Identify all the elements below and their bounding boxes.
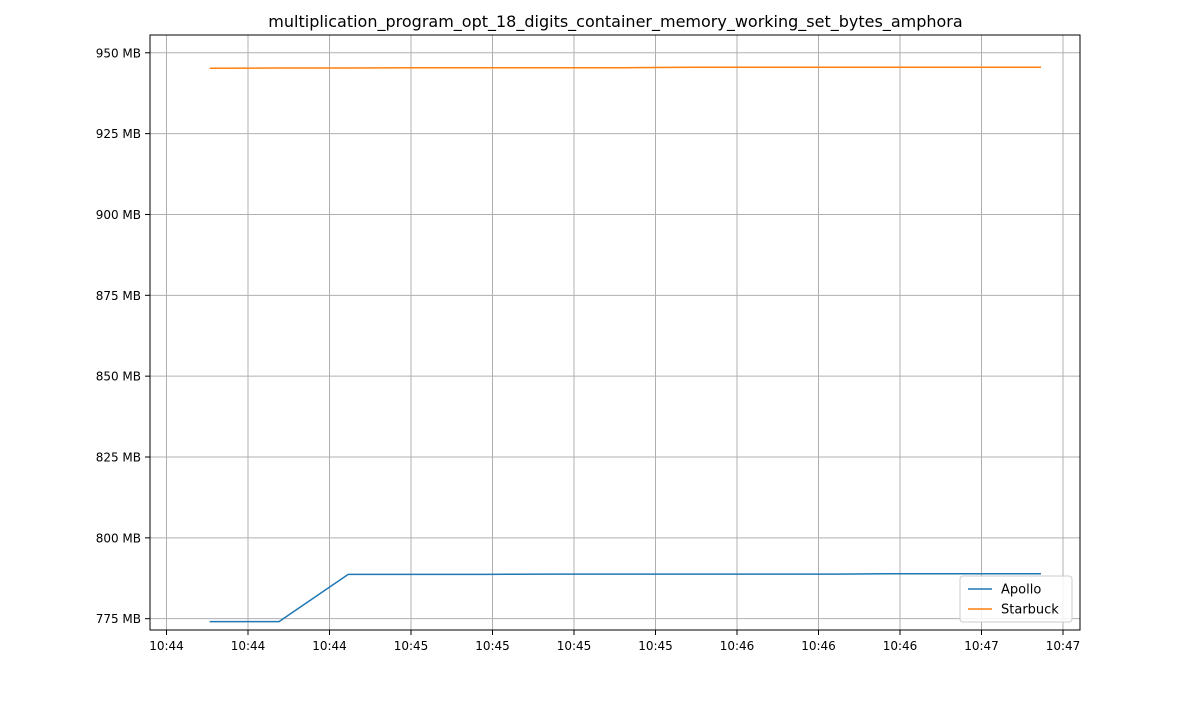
x-tick-label: 10:46 [720, 639, 755, 653]
y-tick-label: 925 MB [96, 127, 141, 141]
x-tick-label: 10:47 [964, 639, 999, 653]
grid-lines [150, 35, 1080, 630]
series-line-starbuck [209, 66, 1041, 70]
legend-label-apollo: Apollo [1001, 583, 1041, 598]
series-line-apollo [209, 572, 1041, 623]
y-tick-label: 875 MB [96, 289, 141, 303]
legend-box [959, 575, 1073, 623]
plot-frame [149, 34, 1081, 631]
x-tick-label: 10:44 [312, 639, 347, 653]
x-tick-label: 10:45 [394, 639, 429, 653]
x-tick-label: 10:46 [801, 639, 836, 653]
x-tick-label: 10:44 [231, 639, 266, 653]
x-axis-ticks: 10:44 10:44 10:44 10:45 10:45 10:45 10:45 10:46… [149, 630, 1080, 653]
legend-label-starbuck: Starbuck [1001, 603, 1059, 618]
y-tick-label: 900 MB [96, 208, 141, 222]
y-tick-label: 775 MB [96, 612, 141, 626]
chart-title: multiplication_program_opt_18_digits_con… [268, 12, 962, 32]
legend: Apollo Starbuck [959, 575, 1073, 623]
y-axis-ticks: 775 MB 800 MB 825 MB 850 MB 875 MB 900 MB 925 … [96, 46, 150, 626]
y-tick-label: 850 MB [96, 370, 141, 384]
y-tick-label: 825 MB [96, 450, 141, 464]
y-tick-label: 800 MB [96, 531, 141, 545]
x-tick-label: 10:44 [149, 639, 184, 653]
x-tick-label: 10:46 [883, 639, 918, 653]
series-lines [209, 66, 1041, 623]
x-tick-label: 10:45 [638, 639, 673, 653]
x-tick-label: 10:47 [1046, 639, 1081, 653]
x-tick-label: 10:45 [557, 639, 592, 653]
y-tick-label: 950 MB [96, 46, 141, 60]
x-tick-label: 10:45 [475, 639, 510, 653]
